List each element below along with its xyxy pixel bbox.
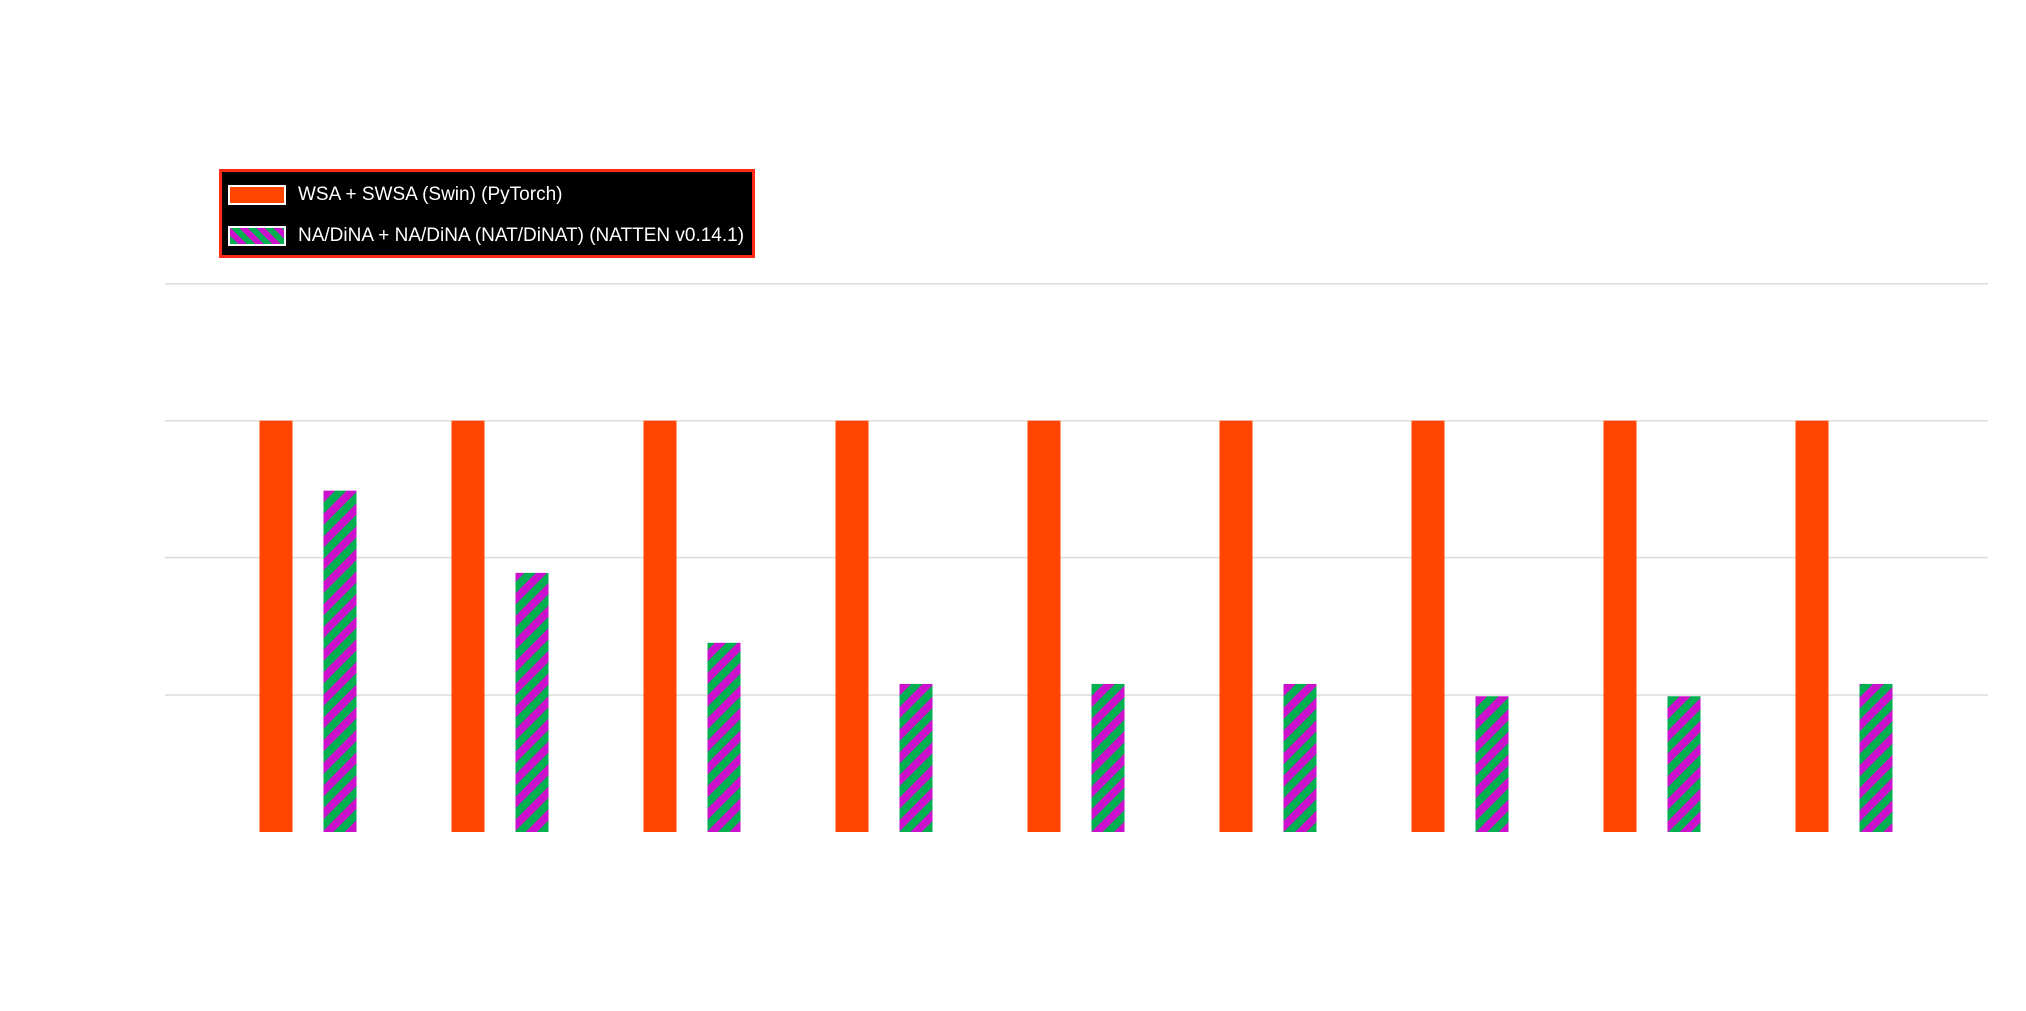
bar-swin xyxy=(1411,420,1445,832)
legend-label: NA/DiNA + NA/DiNA (NAT/DiNAT) (NATTEN v0… xyxy=(298,225,745,246)
bar-swin xyxy=(1795,420,1829,832)
bar-natten xyxy=(1667,696,1701,832)
bar-swin xyxy=(835,420,869,832)
bar-swin xyxy=(259,420,293,832)
bar-swin xyxy=(1027,420,1061,832)
bar-natten xyxy=(1859,683,1893,832)
legend-swatch-striped xyxy=(228,226,286,246)
bar-natten xyxy=(1091,683,1125,832)
legend: WSA + SWSA (Swin) (PyTorch) NA/DiNA + NA… xyxy=(219,169,755,258)
bar-natten xyxy=(1475,696,1509,832)
legend-label: WSA + SWSA (Swin) (PyTorch) xyxy=(298,184,563,205)
legend-item-natten: NA/DiNA + NA/DiNA (NAT/DiNAT) (NATTEN v0… xyxy=(228,223,744,249)
legend-swatch-solid xyxy=(228,185,286,205)
bars xyxy=(259,420,1893,832)
bar-natten xyxy=(707,642,741,832)
gridlines xyxy=(165,283,1988,696)
bar-natten xyxy=(1283,683,1317,832)
legend-item-swin: WSA + SWSA (Swin) (PyTorch) xyxy=(228,182,562,208)
bar-swin xyxy=(1603,420,1637,832)
bar-swin xyxy=(451,420,485,832)
bar-natten xyxy=(515,572,549,832)
bar-swin xyxy=(643,420,677,832)
bar-swin xyxy=(1219,420,1253,832)
bar-natten xyxy=(323,490,357,832)
bar-natten xyxy=(899,683,933,832)
